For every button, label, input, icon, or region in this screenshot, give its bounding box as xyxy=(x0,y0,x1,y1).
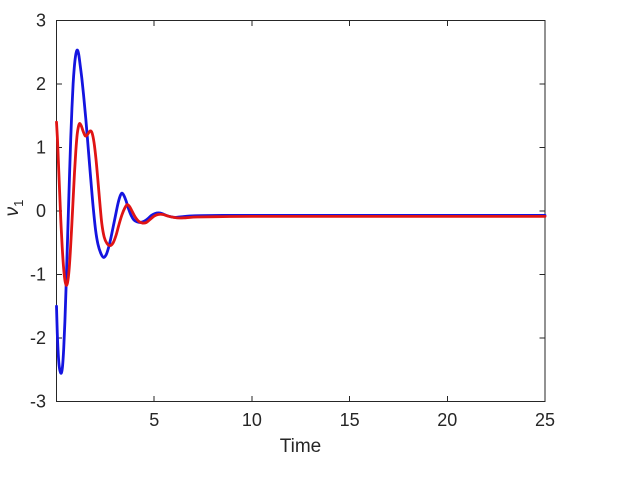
x-tick-label: 15 xyxy=(340,410,360,430)
x-axis-label: Time xyxy=(279,436,322,457)
y-axis-label-symbol: ν xyxy=(2,206,24,217)
x-tick-label: 20 xyxy=(437,410,457,430)
y-tick-label: -1 xyxy=(30,265,46,285)
y-axis-label-subscript: 1 xyxy=(10,199,26,207)
y-tick-label: 2 xyxy=(36,74,46,94)
x-tick-label: 10 xyxy=(242,410,262,430)
y-axis-label: ν1 xyxy=(2,200,26,217)
y-tick-label: 0 xyxy=(36,201,46,221)
y-tick-label: 3 xyxy=(36,11,46,31)
y-tick-label: -2 xyxy=(30,328,46,348)
y-tick-label: 1 xyxy=(36,138,46,158)
x-tick-label: 25 xyxy=(535,410,555,430)
y-tick-label: -3 xyxy=(30,392,46,412)
series-red-response xyxy=(55,120,547,287)
x-tick-label: 5 xyxy=(149,410,159,430)
series-blue-response xyxy=(55,48,547,375)
